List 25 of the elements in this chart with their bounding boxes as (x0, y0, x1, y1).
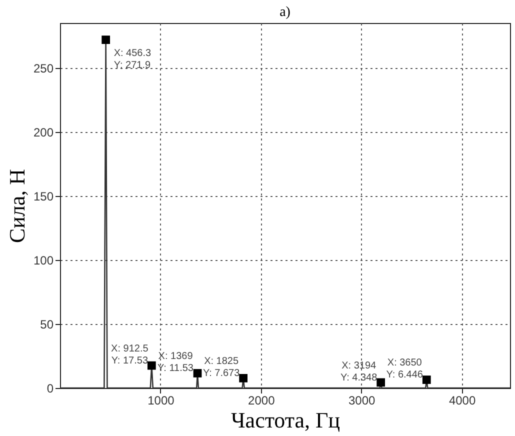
point (102, 36, 110, 44)
annotation: X: 912.5 Y: 17.53 (111, 344, 149, 367)
annotation: X: 456.3 Y: 271.9 (114, 48, 152, 71)
y-tick-label: 150 (33, 189, 54, 204)
y-tick-label: 200 (33, 125, 54, 140)
x-tick-label: 1000 (148, 394, 175, 408)
annotation: X: 3194 Y: 4.348 (340, 360, 378, 384)
y-tick-label: 0 (46, 382, 54, 396)
y-tick-label: 100 (33, 253, 54, 268)
point (376, 378, 386, 387)
annotation: X: 1369 Y: 11.53 (158, 351, 194, 374)
point (239, 374, 248, 382)
annotation: X: 3650 Y: 6.446 (386, 358, 424, 381)
y-axis-title: Сила, Н (4, 168, 30, 244)
y-tick-label: 50 (40, 317, 54, 332)
x-tick-label: 3000 (348, 394, 376, 408)
x-axis-title: Частота, Гц (230, 408, 340, 432)
point (193, 369, 202, 378)
point (422, 376, 431, 384)
x-tick-label: 4000 (448, 394, 476, 408)
chart-title: а) (280, 5, 291, 20)
y-tick-label: 250 (33, 61, 54, 76)
point (147, 361, 156, 370)
annotation: X: 1825 Y: 7.673 (202, 356, 240, 380)
x-tick-label: 2000 (248, 394, 276, 408)
